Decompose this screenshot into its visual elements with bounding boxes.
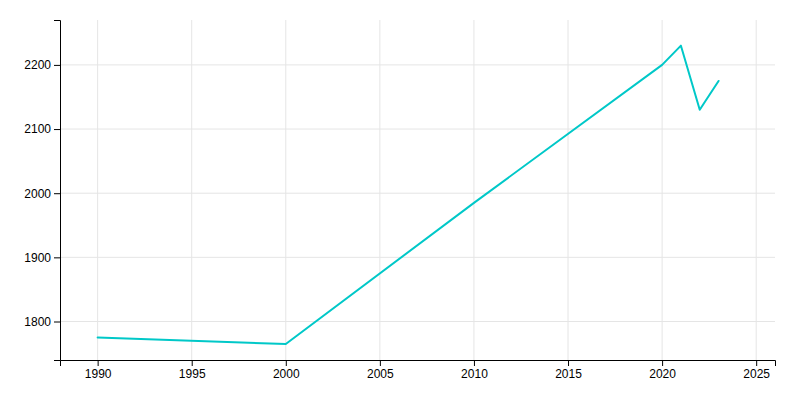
y-tick: 2000 — [24, 187, 60, 201]
x-tick-label: 2005 — [367, 367, 394, 381]
grid — [60, 20, 775, 360]
x-tick: 2025 — [743, 360, 770, 381]
x-tick-mark — [756, 360, 757, 366]
x-tick-mark — [568, 360, 569, 366]
x-tick: 2020 — [649, 360, 676, 381]
chart-container: 1990 1995 2000 2005 2010 2015 2020 2025 1800 1900… — [0, 0, 800, 400]
y-tick-label: 2100 — [24, 122, 51, 136]
y-tick-label: 2200 — [24, 58, 51, 72]
x-tick-label: 2020 — [649, 367, 676, 381]
chart-svg: 1990 1995 2000 2005 2010 2015 2020 2025 1800 1900… — [0, 0, 800, 400]
x-tick-label: 1990 — [85, 367, 112, 381]
y-tick-mark — [54, 129, 60, 130]
x-grid-line — [191, 20, 192, 360]
x-grid-line — [285, 20, 286, 360]
plot-area: 1990 1995 2000 2005 2010 2015 2020 2025 1800 1900… — [24, 20, 775, 381]
x-tick-label: 2015 — [555, 367, 582, 381]
y-grid-line — [60, 321, 775, 322]
y-tick-label: 1800 — [24, 315, 51, 329]
x-tick-label: 2010 — [461, 367, 488, 381]
x-grid-line — [379, 20, 380, 360]
y-tick: 2200 — [24, 58, 60, 72]
x-tick-label: 1995 — [179, 367, 206, 381]
y-axis: 1800 1900 2000 2100 2200 — [24, 21, 60, 361]
y-tick: 2100 — [24, 122, 60, 136]
x-tick-mark — [286, 360, 287, 366]
x-tick: 2000 — [273, 360, 300, 381]
marks — [98, 46, 719, 344]
y-tick-mark — [54, 193, 60, 194]
x-tick-mark — [380, 360, 381, 366]
x-axis: 1990 1995 2000 2005 2010 2015 2020 2025 — [61, 360, 776, 381]
x-tick: 2015 — [555, 360, 582, 381]
y-grid-line — [60, 64, 775, 65]
x-tick-mark — [192, 360, 193, 366]
x-tick: 2010 — [461, 360, 488, 381]
x-tick-label: 2000 — [273, 367, 300, 381]
x-tick-mark — [98, 360, 99, 366]
y-tick: 1800 — [24, 315, 60, 329]
y-tick-mark — [54, 65, 60, 66]
x-tick: 2005 — [367, 360, 394, 381]
y-grid-line — [60, 129, 775, 130]
x-tick-label: 2025 — [743, 367, 770, 381]
x-grid-line — [662, 20, 663, 360]
x-tick-mark — [662, 360, 663, 366]
y-tick-mark — [54, 257, 60, 258]
x-grid-line — [756, 20, 757, 360]
y-tick-label: 2000 — [24, 187, 51, 201]
y-tick-mark — [54, 322, 60, 323]
x-tick: 1995 — [179, 360, 206, 381]
x-axis-line — [61, 361, 776, 367]
y-grid-line — [60, 193, 775, 194]
y-grid-line — [60, 257, 775, 258]
y-tick-label: 1900 — [24, 251, 51, 265]
x-grid-line — [97, 20, 98, 360]
data-line — [98, 46, 719, 344]
x-grid-line — [473, 20, 474, 360]
x-grid-line — [568, 20, 569, 360]
y-axis-line — [54, 21, 61, 361]
x-tick: 1990 — [85, 360, 112, 381]
y-tick: 1900 — [24, 251, 60, 265]
x-tick-mark — [474, 360, 475, 366]
